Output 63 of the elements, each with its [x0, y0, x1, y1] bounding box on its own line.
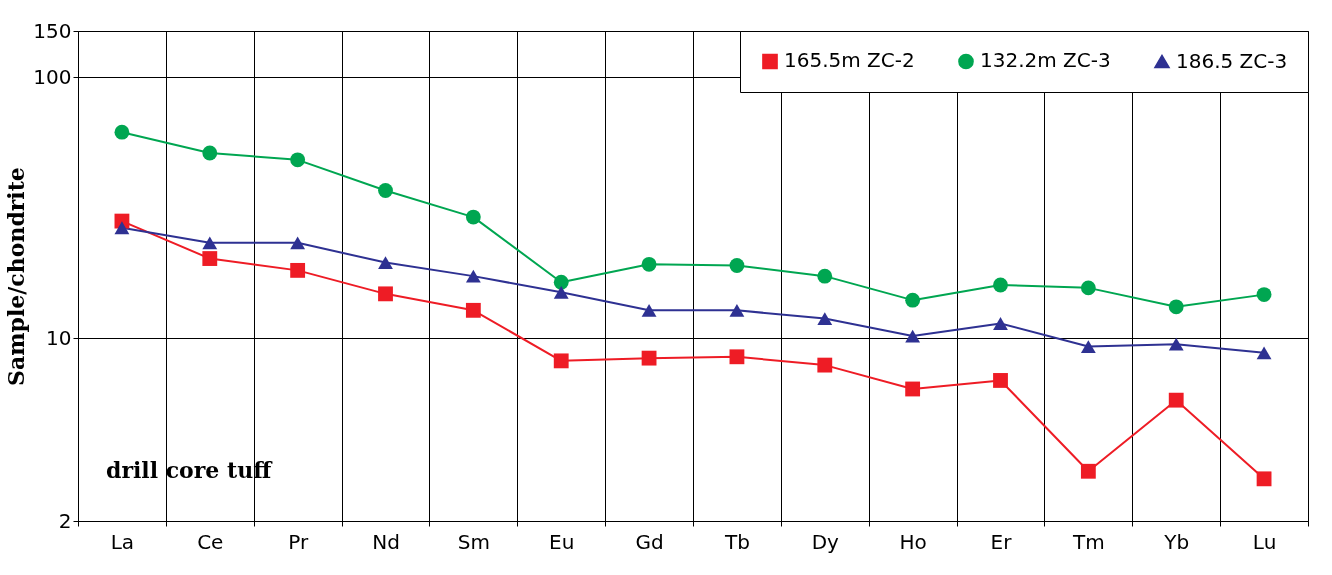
point: [1080, 280, 1096, 296]
point: [114, 124, 130, 140]
x-tick-label: Nd: [372, 529, 400, 554]
point: [553, 285, 569, 299]
y-tick-label: 150: [33, 18, 72, 43]
x-tick-label: Tb: [723, 529, 750, 554]
point: [729, 303, 745, 317]
point: [378, 286, 393, 302]
x-tick-label: Eu: [549, 529, 575, 554]
x-tick-label: Pr: [288, 529, 309, 554]
y-tick-label: 2: [58, 508, 72, 533]
point: [290, 236, 306, 250]
point: [1080, 463, 1096, 479]
x-tick-label: Tm: [1072, 529, 1105, 554]
point: [905, 381, 921, 397]
point: [465, 269, 481, 283]
point: [378, 256, 393, 269]
point: [290, 262, 306, 278]
x-tick-label: Er: [990, 529, 1013, 554]
point: [905, 292, 921, 308]
point: [993, 373, 1008, 388]
point: [641, 303, 657, 317]
point: [993, 317, 1008, 330]
legend-label: 132.2m ZC-3: [980, 48, 1111, 73]
point: [1256, 471, 1272, 487]
point: [553, 353, 569, 369]
point: [641, 256, 657, 272]
legend-label: 165.5m ZC-2: [784, 48, 915, 73]
x-tick-label: Lu: [1252, 529, 1277, 554]
point: [729, 349, 745, 365]
point: [1168, 299, 1184, 315]
x-tick-label: Dy: [811, 529, 840, 554]
point: [378, 183, 393, 198]
point: [465, 209, 481, 225]
point: [993, 277, 1008, 293]
x-tick-label: Yb: [1163, 529, 1190, 554]
x-tick-label: Sm: [457, 529, 490, 554]
y-tick-label: 10: [46, 325, 72, 350]
y-tick-label: 100: [33, 64, 72, 89]
point: [817, 268, 833, 284]
point: [817, 357, 833, 373]
x-tick-label: Gd: [635, 529, 664, 554]
x-tick-label: La: [110, 529, 135, 554]
point: [729, 258, 745, 273]
legend-label: 186.5 ZC-3: [1176, 48, 1288, 73]
point: [114, 221, 130, 235]
point: [1256, 346, 1272, 360]
x-tick-label: Ce: [197, 529, 224, 554]
point: [465, 302, 481, 318]
point: [905, 329, 921, 343]
x-tick-label: Ho: [899, 529, 927, 554]
point: [641, 350, 657, 366]
point: [1168, 337, 1184, 351]
point: [202, 236, 218, 250]
point: [553, 274, 569, 290]
point: [202, 145, 218, 161]
point: [202, 251, 218, 266]
point: [1080, 340, 1096, 353]
point: [1168, 392, 1184, 408]
point: [1256, 287, 1272, 303]
point: [817, 312, 833, 326]
y-axis-title: Sample/chondrite: [3, 167, 30, 386]
point: [290, 152, 306, 168]
